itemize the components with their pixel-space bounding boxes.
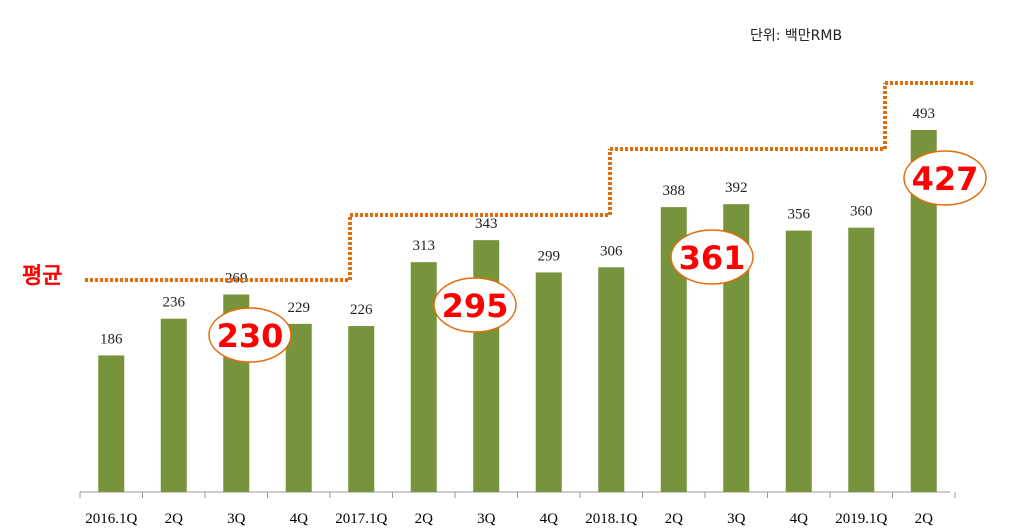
x-tick-label: 4Q [290,511,309,527]
value-label: 343 [475,216,498,232]
x-tick-label: 2016.1Q [85,511,137,527]
average-label: 평균 [22,264,62,289]
x-tick-label: 3Q [477,511,496,527]
bar [598,267,625,492]
bar [98,355,125,492]
average-value: 295 [442,287,509,325]
bar [285,323,312,492]
value-label: 306 [600,243,623,259]
x-tick-label: 2017.1Q [335,511,387,527]
average-value: 361 [679,239,746,277]
average-oval [433,277,517,333]
bar [535,272,562,492]
x-tick-label: 2Q [415,511,434,527]
bar [348,326,375,492]
bar [160,318,187,492]
average-line [610,83,887,151]
average-oval [670,229,754,285]
x-tick-label: 2Q [665,511,684,527]
bar [785,230,812,492]
x-tick-label: 2Q [915,511,934,527]
value-label: 236 [163,295,186,311]
value-label: 392 [725,180,748,196]
unit-label: 단위: 백만RMB [750,28,842,44]
bar [848,227,875,492]
x-tick-label: 3Q [727,511,746,527]
value-label: 186 [100,331,123,347]
value-label: 299 [538,248,561,264]
average-line [350,149,612,217]
x-tick-label: 2019.1Q [835,511,887,527]
value-label: 229 [288,300,311,316]
x-tick-label: 2018.1Q [585,511,637,527]
x-tick-label: 2Q [165,511,184,527]
value-label: 356 [788,207,811,223]
x-tick-label: 3Q [227,511,246,527]
x-tick-label: 4Q [790,511,809,527]
value-label: 493 [913,106,936,122]
bar [410,262,437,492]
average-line [85,215,352,282]
average-oval [208,307,292,363]
value-label: 226 [350,302,373,318]
value-label: 313 [413,238,436,254]
average-value: 230 [217,317,284,355]
x-tick-label: 4Q [540,511,559,527]
value-label: 388 [663,183,686,199]
average-value: 427 [912,160,979,198]
average-oval [903,150,987,206]
value-label: 360 [850,204,873,220]
